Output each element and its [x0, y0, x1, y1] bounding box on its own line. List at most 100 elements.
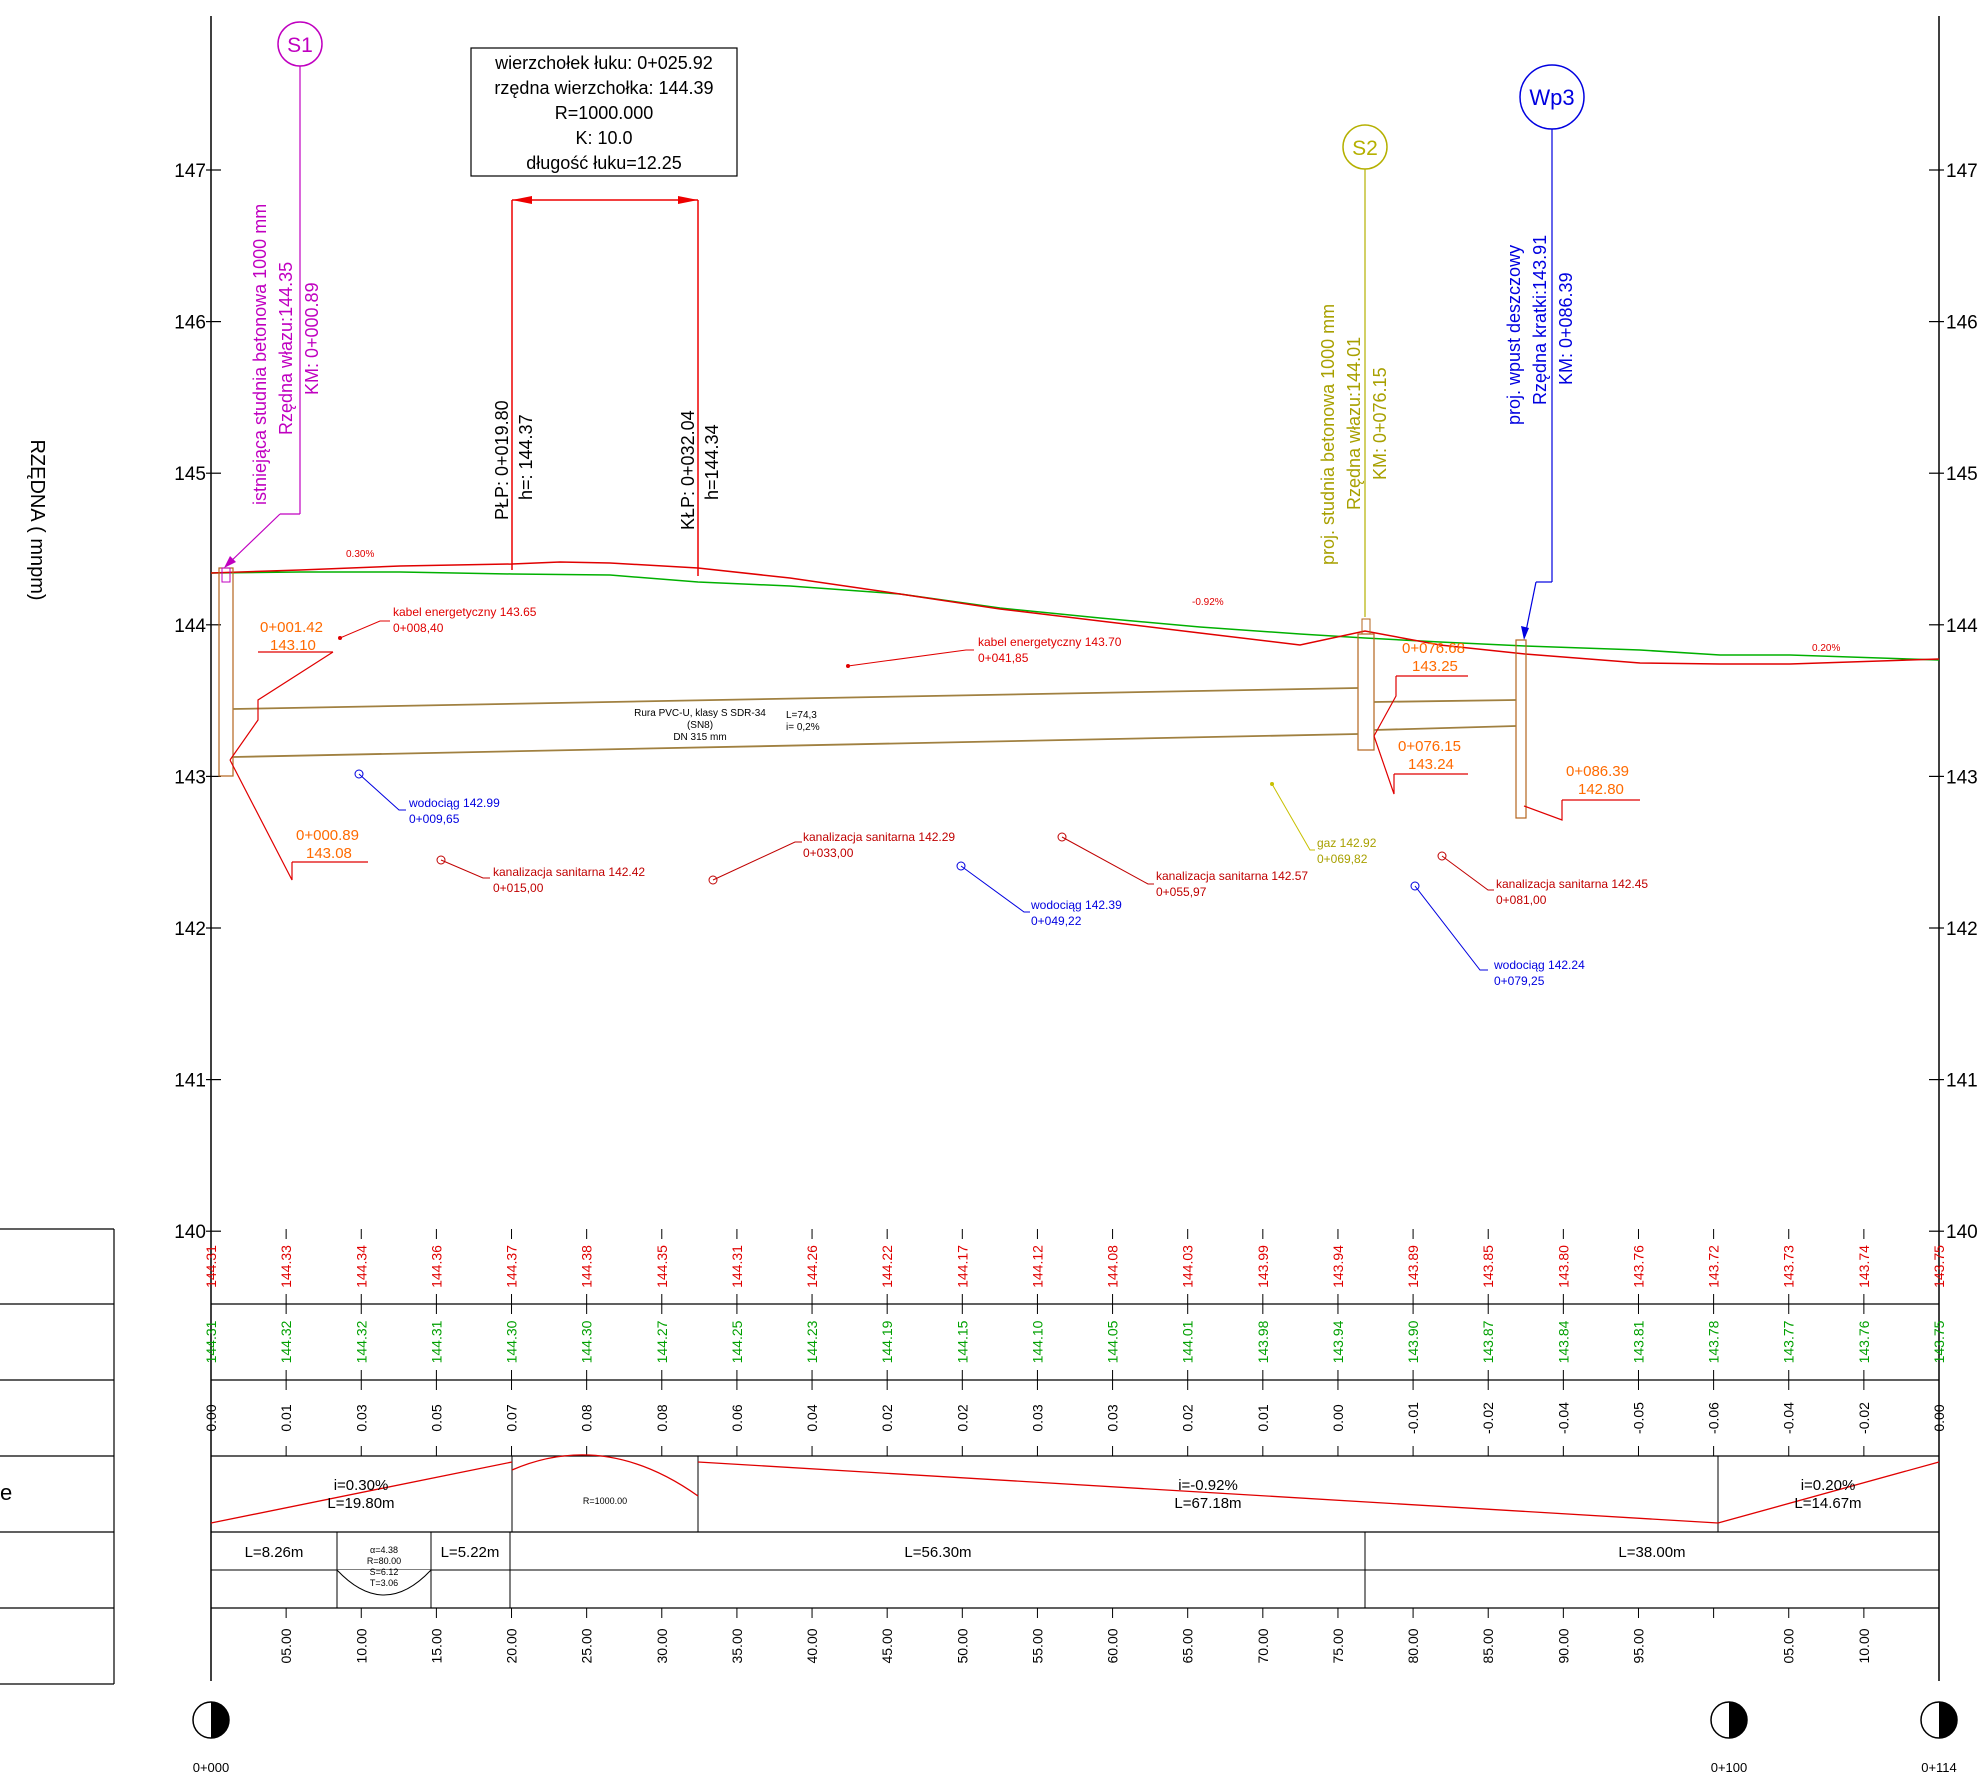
pipe-slope: i= 0,2%	[786, 722, 820, 733]
klp-height: h=144.34	[702, 424, 722, 500]
elevation-label-left: 146	[174, 313, 206, 334]
utility-7-km: 0+055,97	[1156, 885, 1207, 899]
elevation-ticks: 147 147 146 146 145 145 144 144 143 143 142 142 141 1…	[174, 161, 1978, 1243]
terrain-elevation-value: 143.75	[1931, 1320, 1947, 1363]
distance-value: 45.00	[879, 1628, 895, 1663]
vertical-curve-dimension	[511, 196, 699, 576]
height-difference-value: 0.00	[1330, 1404, 1346, 1431]
invert-labels: 0+001.42 143.10 0+000.89 143.08 0+076.68…	[229, 619, 1640, 881]
plan-arc-4: T=3.06	[370, 1578, 398, 1588]
elevation-label-left: 141	[174, 1071, 206, 1092]
terrain-elevation-value: 144.05	[1105, 1320, 1121, 1363]
vertex-line-5: długość łuku=12.25	[526, 153, 682, 173]
slope-label-2: -0.92%	[1192, 597, 1224, 608]
height-difference-value: 0.03	[353, 1404, 369, 1431]
utility-5-name: kanalizacja sanitarna 142.29	[803, 830, 955, 844]
height-difference-value: -0.02	[1480, 1402, 1496, 1434]
s2-neck	[1361, 618, 1371, 635]
elevation-label-right: 144	[1946, 616, 1978, 637]
utility-8-name: gaz 142.92	[1317, 836, 1377, 850]
utility-5-km: 0+033,00	[803, 846, 854, 860]
elevation-label-right: 147	[1946, 161, 1978, 182]
vertex-line-3: R=1000.000	[555, 103, 654, 123]
terrain-elevation-value: 143.87	[1480, 1320, 1496, 1363]
s2-callout-2: Rzędna włazu:144.01	[1344, 337, 1364, 510]
project-elevation-value: 144.26	[804, 1245, 820, 1288]
row-distances: 05.00 10.00 15.00 20.00 25.00 30.00 35.00 40.00…	[278, 1608, 1872, 1664]
height-difference-value: 0.04	[804, 1404, 820, 1431]
invert-2-h: 143.08	[306, 845, 352, 862]
plan-row: L=8.26m α=4.38 R=80.00 S=6.12 T=3.06 L=5…	[211, 1532, 1939, 1608]
project-elevation-value: 143.99	[1255, 1245, 1271, 1288]
height-difference-value: 0.08	[654, 1404, 670, 1431]
distance-value: 95.00	[1630, 1628, 1646, 1663]
utility-1-km: 0+008,40	[393, 621, 444, 635]
utility-crossings: kabel energetyczny 143.65 0+008,40 kabel…	[338, 605, 1648, 988]
project-elevation-value: 143.73	[1781, 1245, 1797, 1288]
distance-value: 50.00	[954, 1628, 970, 1663]
terrain-elevation-value: 144.31	[203, 1320, 219, 1363]
terrain-elevation-value: 143.81	[1630, 1320, 1646, 1363]
height-difference-value: 0.03	[1105, 1404, 1121, 1431]
terrain-elevation-value: 143.77	[1781, 1320, 1797, 1363]
chainage-0-symbol	[192, 1701, 230, 1739]
chainage-100-symbol	[1710, 1701, 1748, 1739]
invert-4-km: 0+076.15	[1398, 738, 1461, 755]
height-difference-value: 0.07	[504, 1404, 520, 1431]
project-elevation-value: 144.08	[1105, 1245, 1121, 1288]
height-difference-value: 0.00	[203, 1404, 219, 1431]
height-difference-value: -0.02	[1856, 1402, 1872, 1434]
wp3-callout-3: KM: 0+086.39	[1556, 272, 1576, 385]
utility-10-name: wodociąg 142.24	[1493, 958, 1585, 972]
s1-marker: S1 istniejąca studnia betonowa 1000 mm R…	[224, 21, 323, 568]
invert-1-km: 0+001.42	[260, 619, 323, 636]
invert-4-h: 143.24	[1408, 756, 1454, 773]
elevation-label-right: 145	[1946, 464, 1978, 485]
height-difference-value: 0.06	[729, 1404, 745, 1431]
height-difference-value: 0.08	[579, 1404, 595, 1431]
distance-value: 80.00	[1405, 1628, 1421, 1663]
chainage-markers: 0+000 0+100 0+114	[192, 1701, 1958, 1775]
invert-2-km: 0+000.89	[296, 827, 359, 844]
elevation-label-right: 143	[1946, 767, 1978, 788]
project-elevation-value: 143.76	[1630, 1245, 1646, 1288]
invert-3-h: 143.25	[1412, 658, 1458, 675]
distance-value: 35.00	[729, 1628, 745, 1663]
terrain-elevation-value: 144.30	[504, 1320, 520, 1363]
utility-3-km: 0+009,65	[409, 812, 460, 826]
vertex-info-box: wierzchołek łuku: 0+025.92 rzędna wierzc…	[470, 47, 738, 177]
project-elevation-value: 143.72	[1706, 1245, 1722, 1288]
height-difference-value: 0.05	[428, 1404, 444, 1431]
grade-3-slope: i=0.20%	[1801, 1477, 1856, 1494]
s2-callout-3: KM: 0+076.15	[1370, 367, 1390, 480]
height-difference-value: 0.02	[954, 1404, 970, 1431]
wp3-callout-2: Rzędna kratki:143.91	[1530, 235, 1550, 405]
height-difference-value: 0.02	[879, 1404, 895, 1431]
project-elevation-value: 144.12	[1029, 1245, 1045, 1288]
distance-value: 60.00	[1105, 1628, 1121, 1663]
s1-neck	[221, 567, 231, 583]
height-difference-value: -0.04	[1555, 1402, 1571, 1434]
s2-structure	[1357, 633, 1375, 751]
project-elevation-value: 144.31	[729, 1245, 745, 1288]
height-difference-value: 0.01	[278, 1404, 294, 1431]
distance-value: 65.00	[1180, 1628, 1196, 1663]
distance-value: 75.00	[1330, 1628, 1346, 1663]
utility-4-km: 0+015,00	[493, 881, 544, 895]
elevation-label-left: 143	[174, 767, 206, 788]
project-elevation-value: 143.80	[1555, 1245, 1571, 1288]
s1-callout-3: KM: 0+000.89	[302, 282, 322, 395]
slope-label-1: 0.30%	[346, 549, 374, 560]
project-elevation-value: 144.36	[428, 1245, 444, 1288]
elevation-label-right: 140	[1946, 1222, 1978, 1243]
utility-10-km: 0+079,25	[1494, 974, 1545, 988]
row-height-differences: 0.00 0.01 0.03 0.05 0.07 0.08 0.08 0.06 0.04 0.02…	[203, 1380, 1947, 1456]
project-elevation-value: 144.17	[954, 1245, 970, 1288]
utility-3-name: wodociąg 142.99	[408, 796, 500, 810]
terrain-elevation-value: 144.10	[1029, 1320, 1045, 1363]
grade-2-slope: i=-0.92%	[1178, 1477, 1238, 1494]
plan-arc-1: α=4.38	[370, 1545, 398, 1555]
elevation-label-left: 144	[174, 616, 206, 637]
terrain-elevation-value: 143.94	[1330, 1320, 1346, 1363]
chainage-100-label: 0+100	[1711, 1760, 1748, 1775]
